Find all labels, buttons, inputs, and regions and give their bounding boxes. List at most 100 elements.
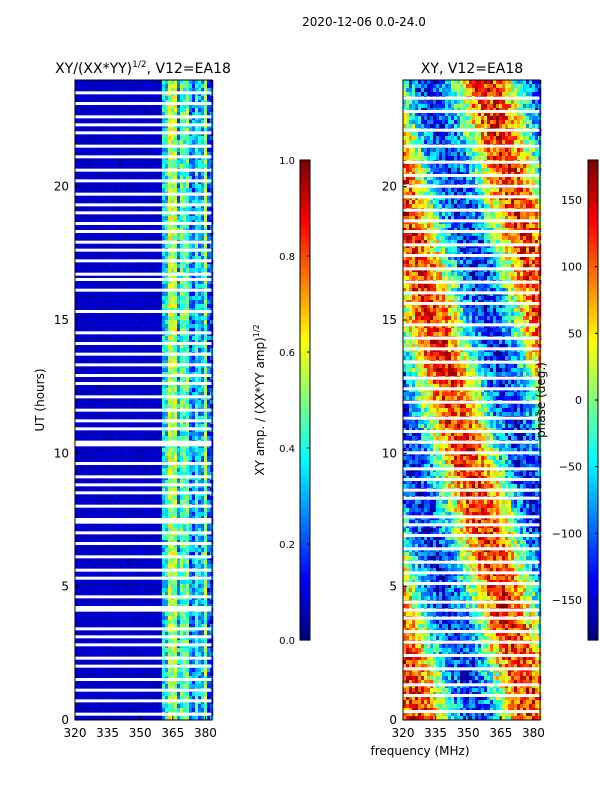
heatmap-cell bbox=[123, 412, 127, 417]
heatmap-cell bbox=[147, 176, 151, 181]
heatmap-cell bbox=[120, 424, 124, 429]
heatmap-cell bbox=[153, 236, 157, 241]
heatmap-cell bbox=[168, 108, 172, 113]
heatmap-cell bbox=[156, 316, 160, 321]
heatmap-cell bbox=[156, 80, 160, 85]
heatmap-cell bbox=[153, 468, 157, 473]
heatmap-cell bbox=[162, 196, 166, 201]
heatmap-cell bbox=[138, 376, 142, 381]
heatmap-cell bbox=[147, 376, 151, 381]
heatmap-cell bbox=[165, 292, 169, 297]
heatmap-cell bbox=[108, 368, 112, 373]
heatmap-cell bbox=[117, 384, 121, 389]
heatmap-cell bbox=[159, 236, 163, 241]
heatmap-cell bbox=[93, 304, 97, 309]
heatmap-cell bbox=[123, 360, 127, 365]
heatmap-cell bbox=[165, 256, 169, 261]
heatmap-cell bbox=[207, 500, 211, 505]
heatmap-cell bbox=[93, 164, 97, 169]
heatmap-cell bbox=[204, 404, 208, 409]
heatmap-cell bbox=[135, 120, 139, 125]
heatmap-cell bbox=[132, 244, 136, 249]
heatmap-cell bbox=[192, 316, 196, 321]
heatmap-cell bbox=[156, 336, 160, 341]
heatmap-cell bbox=[90, 80, 94, 85]
heatmap-cell bbox=[144, 252, 148, 257]
heatmap-cell bbox=[87, 456, 91, 461]
heatmap-cell bbox=[171, 120, 175, 125]
heatmap-cell bbox=[141, 252, 145, 257]
heatmap-cell bbox=[93, 480, 97, 485]
heatmap-cell bbox=[111, 284, 115, 289]
heatmap-cell bbox=[87, 112, 91, 117]
heatmap-cell bbox=[129, 252, 133, 257]
heatmap-cell bbox=[180, 424, 184, 429]
heatmap-cell bbox=[156, 304, 160, 309]
heatmap-cell bbox=[180, 468, 184, 473]
heatmap-cell bbox=[93, 432, 97, 437]
heatmap-cell bbox=[144, 216, 148, 221]
heatmap-cell bbox=[162, 292, 166, 297]
heatmap-cell bbox=[192, 292, 196, 297]
heatmap-cell bbox=[156, 392, 160, 397]
heatmap-cell bbox=[180, 208, 184, 213]
heatmap-cell bbox=[135, 392, 139, 397]
heatmap-cell bbox=[108, 468, 112, 473]
heatmap-cell bbox=[87, 216, 91, 221]
heatmap-cell bbox=[198, 400, 202, 405]
heatmap-cell bbox=[78, 512, 82, 517]
heatmap-cell bbox=[159, 108, 163, 113]
heatmap-cell bbox=[201, 336, 205, 341]
heatmap-cell bbox=[186, 496, 190, 501]
heatmap-cell bbox=[198, 172, 202, 177]
heatmap-cell bbox=[162, 424, 166, 429]
heatmap-cell bbox=[138, 224, 142, 229]
heatmap-cell bbox=[129, 468, 133, 473]
heatmap-cell bbox=[126, 148, 130, 153]
heatmap-cell bbox=[126, 216, 130, 221]
heatmap-cell bbox=[159, 424, 163, 429]
heatmap-cell bbox=[105, 80, 109, 85]
heatmap-cell bbox=[147, 216, 151, 221]
heatmap-cell bbox=[102, 280, 106, 285]
heatmap-cell bbox=[135, 224, 139, 229]
heatmap-cell bbox=[171, 80, 175, 85]
heatmap-cell bbox=[186, 140, 190, 145]
heatmap-cell bbox=[81, 196, 85, 201]
heatmap-cell bbox=[186, 244, 190, 249]
heatmap-cell bbox=[87, 196, 91, 201]
heatmap-cell bbox=[174, 120, 178, 125]
heatmap-cell bbox=[138, 252, 142, 257]
heatmap-cell bbox=[96, 452, 100, 457]
heatmap-cell bbox=[87, 148, 91, 153]
heatmap-cell bbox=[150, 136, 154, 141]
heatmap-cell bbox=[126, 368, 130, 373]
heatmap-cell bbox=[177, 456, 181, 461]
heatmap-cell bbox=[120, 104, 124, 109]
heatmap-cell bbox=[144, 468, 148, 473]
heatmap-cell bbox=[171, 108, 175, 113]
heatmap-cell bbox=[159, 264, 163, 269]
heatmap-cell bbox=[129, 296, 133, 301]
heatmap-cell bbox=[195, 120, 199, 125]
heatmap-cell bbox=[162, 436, 166, 441]
heatmap-cell bbox=[150, 496, 154, 501]
heatmap-cell bbox=[111, 384, 115, 389]
heatmap-cell bbox=[132, 296, 136, 301]
heatmap-cell bbox=[84, 472, 88, 477]
heatmap-cell bbox=[81, 208, 85, 213]
heatmap-cell bbox=[141, 336, 145, 341]
heatmap-cell bbox=[96, 312, 100, 317]
heatmap-cell bbox=[93, 136, 97, 141]
heatmap-cell bbox=[126, 376, 130, 381]
heatmap-cell bbox=[150, 304, 154, 309]
heatmap-cell bbox=[123, 88, 127, 93]
heatmap-cell bbox=[81, 436, 85, 441]
heatmap-cell bbox=[162, 368, 166, 373]
heatmap-cell bbox=[174, 172, 178, 177]
heatmap-cell bbox=[141, 200, 145, 205]
heatmap-cell bbox=[81, 184, 85, 189]
heatmap-cell bbox=[93, 200, 97, 205]
heatmap-cell bbox=[171, 176, 175, 181]
heatmap-cell bbox=[174, 404, 178, 409]
